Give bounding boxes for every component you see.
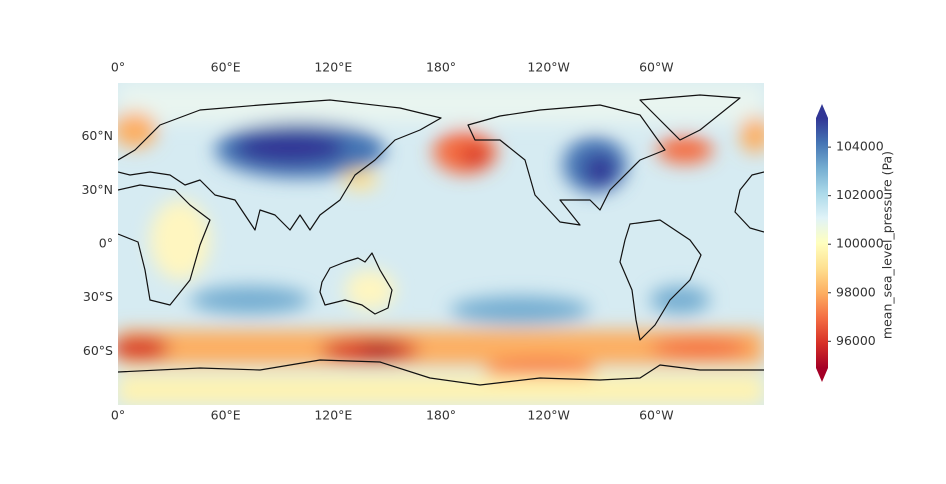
colorbar-tick-label: 100000: [836, 236, 884, 251]
lon-tick-label-top: 120°E: [314, 60, 352, 75]
lat-tick-label: 30°S: [83, 289, 113, 304]
lon-tick-label-top: 60°W: [639, 60, 674, 75]
lon-tick-label-bottom: 60°W: [639, 408, 674, 423]
lon-tick-label-top: 120°W: [527, 60, 569, 75]
lat-tick-label: 30°N: [81, 182, 113, 197]
colorbar: 96000 98000 100000 102000 104000: [816, 104, 884, 382]
colorbar-tick-label: 104000: [836, 139, 884, 154]
lat-tick-label: 60°S: [83, 343, 113, 358]
colorbar-label: mean_sea_level_pressure (Pa): [880, 151, 895, 339]
lon-tick-label-bottom: 180°: [426, 408, 456, 423]
coastlines: [118, 94, 764, 386]
lon-tick-label-bottom: 0°: [111, 408, 125, 423]
lon-tick-label-bottom: 120°E: [314, 408, 352, 423]
lat-tick-label: 0°: [99, 236, 113, 251]
lon-tick-label-top: 0°: [111, 60, 125, 75]
lon-tick-label-bottom: 120°W: [527, 408, 569, 423]
colorbar-body: [816, 118, 828, 368]
colorbar-tick-label: 102000: [836, 187, 884, 202]
colorbar-tick-label: 96000: [836, 333, 876, 348]
colorbar-tick-label: 98000: [836, 284, 876, 299]
lon-tick-label-bottom: 60°E: [211, 408, 241, 423]
pressure-field: [118, 83, 764, 405]
colorbar-extend-max: [816, 104, 828, 118]
lat-tick-label: 60°N: [81, 128, 113, 143]
colorbar-extend-min: [816, 368, 828, 382]
lon-tick-label-top: 180°: [426, 60, 456, 75]
lon-tick-label-top: 60°E: [211, 60, 241, 75]
